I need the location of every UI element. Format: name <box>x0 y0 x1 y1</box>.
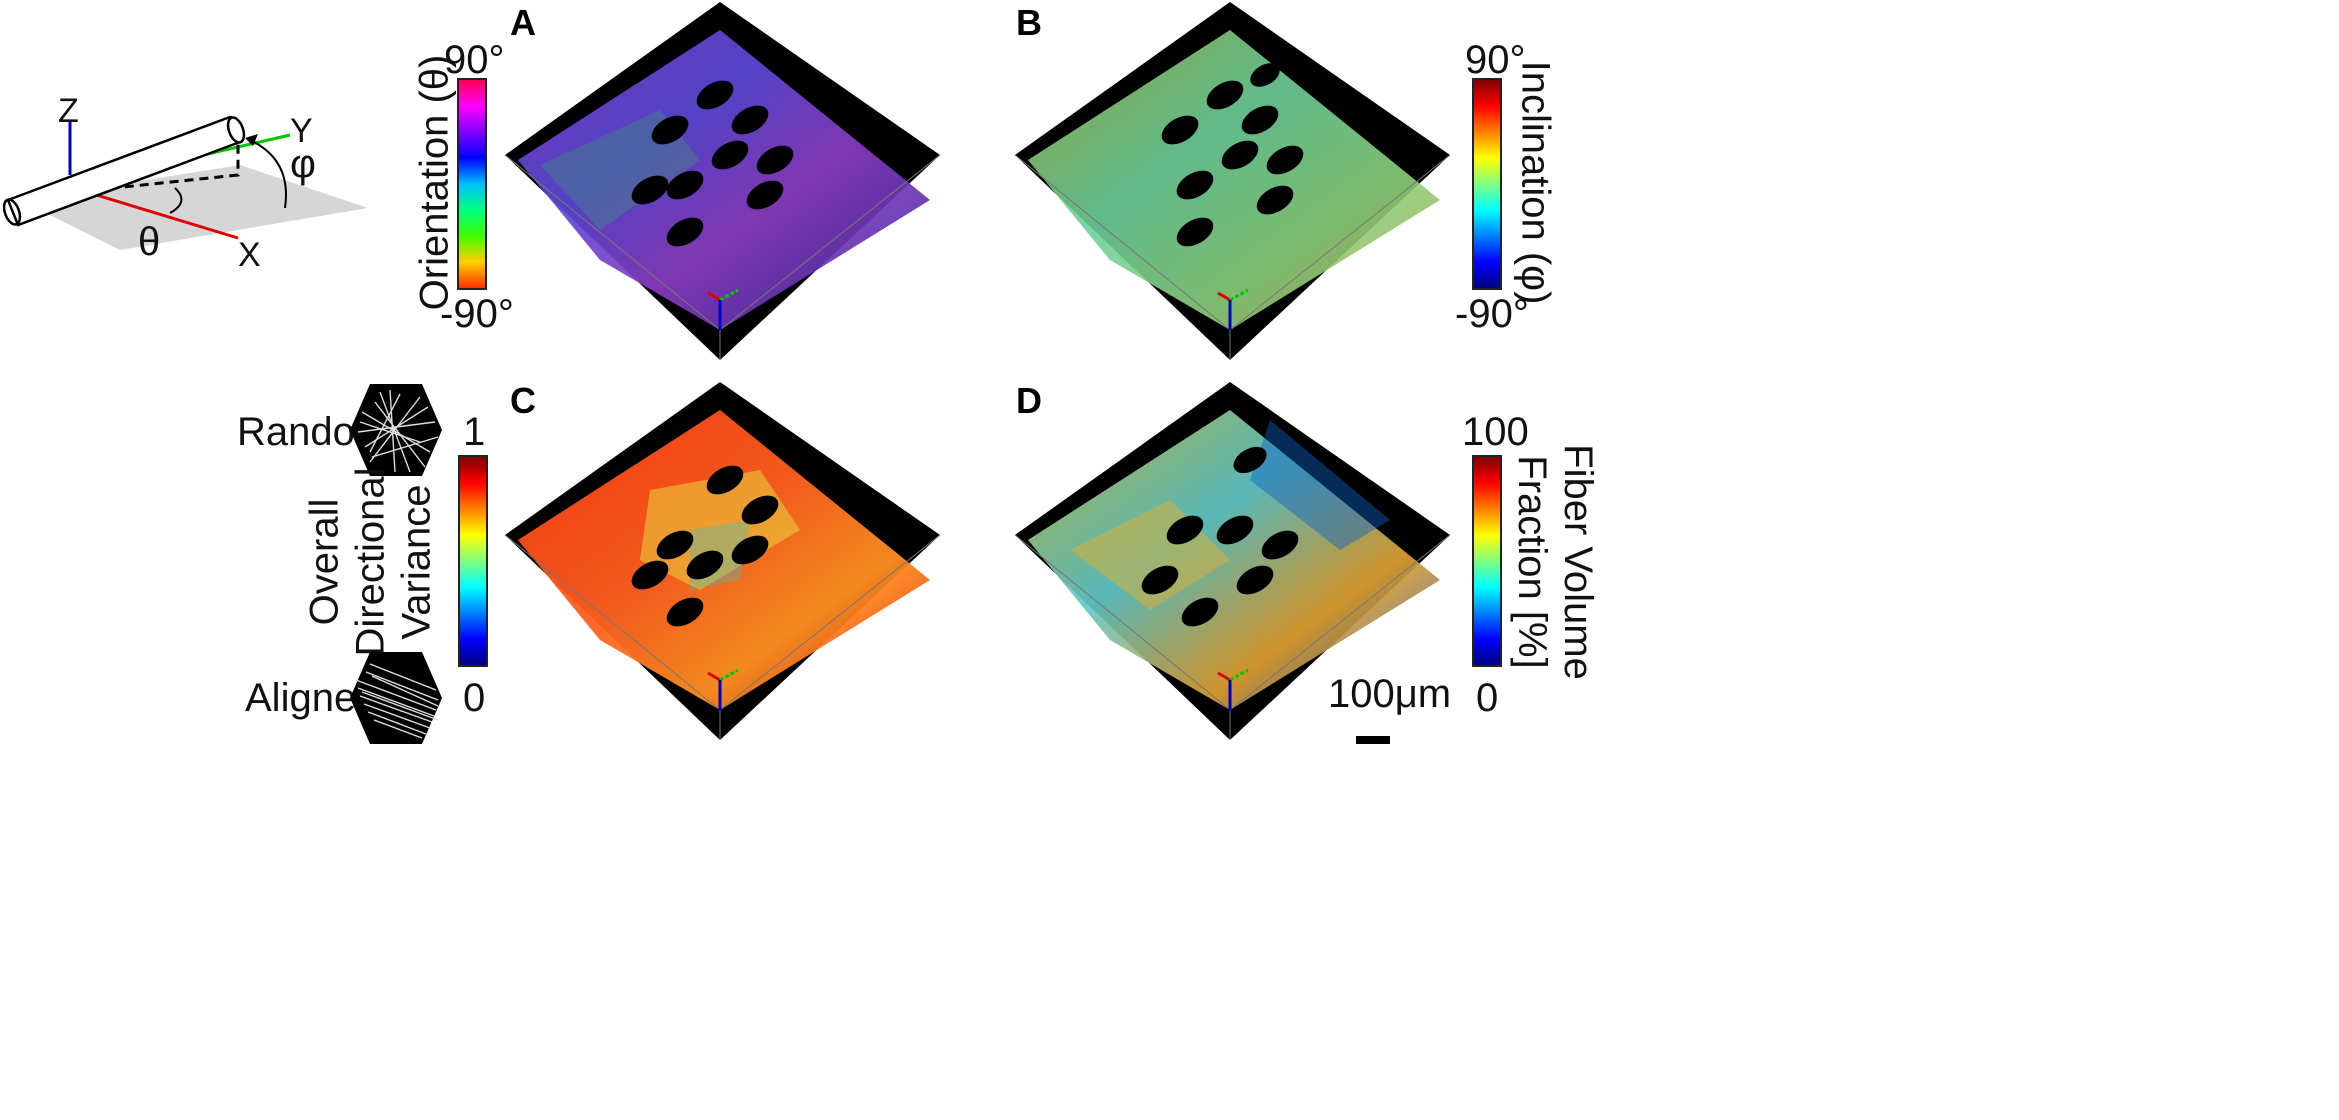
theta-label: θ <box>138 220 161 264</box>
z-axis-label: Z <box>58 92 79 130</box>
panel-b-letter: B <box>1016 2 1042 43</box>
x-axis-line <box>79 188 239 240</box>
phi-label: φ <box>290 142 316 186</box>
panel-c-colorbar-title-line1: Overall <box>302 498 346 626</box>
panel-d-colorbar-title-line2: Fraction [%] <box>1509 455 1554 669</box>
panel-c-volume <box>504 382 941 740</box>
panel-d-letter: D <box>1016 380 1042 421</box>
scalebar-label: 100μm <box>1328 672 1452 716</box>
panel-c-colorbar-title-line2: Directional <box>348 467 392 657</box>
panel-b-colorbar-title: Inclination (φ) <box>1513 60 1558 304</box>
random-fibers-thumbnail <box>350 384 442 476</box>
panel-d-colorbar <box>1472 455 1502 667</box>
panel-a-colorbar-title: Orientation (θ) <box>412 54 457 310</box>
panel-c-letter: C <box>510 380 536 421</box>
panel-a-colorbar <box>457 78 487 290</box>
panel-c-colorbar-max: 1 <box>463 410 486 454</box>
panel-d-colorbar-min: 0 <box>1476 676 1499 720</box>
projection-dashed <box>94 140 240 192</box>
aligned-fibers-thumbnail <box>350 652 442 744</box>
y-axis-label: Y <box>290 112 313 150</box>
panel-a-colorbar-max: 90° <box>444 38 505 82</box>
panel-c-colorbar-min: 0 <box>463 676 486 720</box>
panel-b-colorbar-max: 90° <box>1465 38 1526 82</box>
panel-b-colorbar-min: -90° <box>1455 292 1529 336</box>
scalebar <box>1356 736 1390 744</box>
panel-c-colorbar <box>458 455 488 667</box>
panel-b-volume <box>1014 2 1451 360</box>
panel-a-colorbar-min: -90° <box>440 292 514 336</box>
panel-b-colorbar <box>1472 78 1502 290</box>
panel-d-volume <box>1014 382 1451 740</box>
fiber-cylinder <box>2 115 246 227</box>
phi-arc <box>249 139 287 209</box>
panel-a-volume <box>504 2 941 360</box>
theta-arc <box>169 187 183 214</box>
panel-a-letter: A <box>510 2 536 43</box>
panel-d-colorbar-title-line1: Fiber Volume <box>1555 444 1600 680</box>
panel-d-colorbar-max: 100 <box>1462 410 1529 454</box>
phi-arrowhead <box>245 134 258 146</box>
panel-c-colorbar-title-line3: Variance <box>394 484 438 640</box>
fiber-orientation-schematic <box>2 115 368 250</box>
x-axis-label: X <box>238 236 261 274</box>
